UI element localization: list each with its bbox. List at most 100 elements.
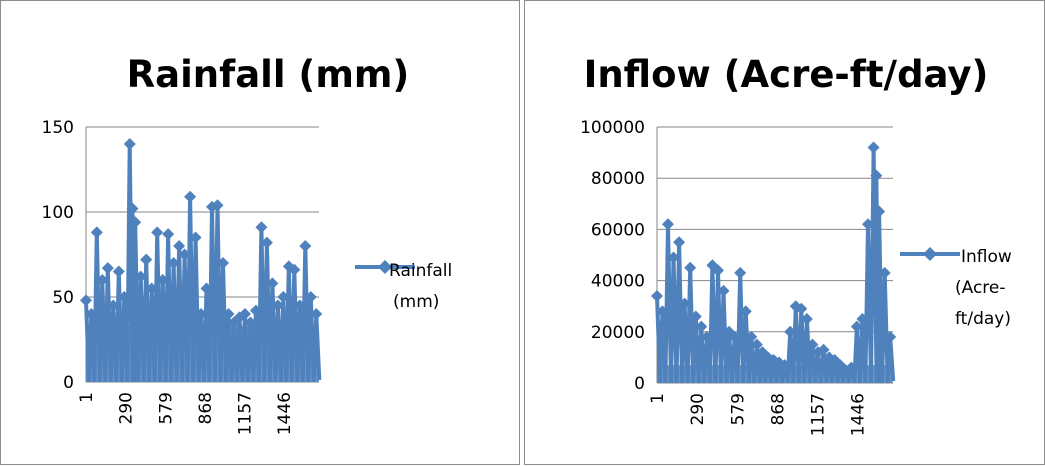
y-tick-label: 40000: [591, 272, 645, 292]
rainfall-data-point: [107, 299, 120, 312]
rainfall-data-point: [129, 216, 142, 229]
rainfall-data-point: [244, 316, 257, 329]
inflow-data-point: [784, 325, 797, 338]
y-tick-label: 100: [42, 203, 74, 223]
inflow-data-point: [717, 284, 730, 297]
x-tick-label: 1446: [849, 393, 869, 436]
x-tick-label: 1: [77, 392, 97, 403]
chart-title: Rainfall (mm): [127, 53, 410, 96]
rainfall-data-point: [217, 257, 230, 269]
legend-marker: [378, 260, 392, 274]
inflow-data-point: [728, 330, 741, 343]
rainfall-data-point: [123, 138, 136, 150]
y-tick-label: 0: [63, 373, 74, 393]
rainfall-data-point: [85, 308, 98, 320]
rainfall-data-point: [310, 308, 323, 320]
inflow-series-density: [657, 365, 893, 383]
rainfall-data-point: [238, 308, 251, 320]
legend-label: Inflow (Acre-ft/day): [955, 247, 1012, 329]
x-tick-label: 1446: [275, 392, 295, 435]
rainfall-data-point: [266, 277, 279, 290]
y-tick-label: 20000: [591, 323, 645, 343]
inflow-data-point: [817, 343, 830, 356]
inflow-data-point: [667, 251, 680, 264]
rainfall-data-point: [260, 236, 273, 249]
inflow-data-point: [806, 338, 819, 351]
inflow-data-point: [651, 289, 663, 302]
rainfall-data-point: [101, 262, 114, 275]
rainfall-data-point: [293, 299, 306, 312]
inflow-data-point: [695, 320, 708, 333]
rainfall-data-point: [96, 274, 109, 286]
inflow-data-point: [870, 169, 883, 182]
inflow-data-point: [750, 338, 763, 351]
rainfall-chart: Rainfall (mm) 0 50 100 150 1 290 579 868 1157 1446…: [42, 53, 453, 435]
inflow-data-point: [661, 218, 674, 231]
x-tick-label: 868: [196, 392, 216, 424]
y-tick-label: 50: [52, 288, 74, 308]
y-tick-label: 100000: [580, 118, 645, 138]
x-tick-label: 1157: [236, 392, 256, 435]
rainfall-data-point: [112, 265, 125, 278]
inflow-data-point: [867, 141, 880, 154]
inflow-data-point: [689, 310, 702, 323]
x-tick-label: 579: [728, 393, 748, 425]
rainfall-data-point: [195, 308, 208, 320]
rainfall-series-density: [86, 325, 319, 382]
inflow-data-point: [734, 266, 747, 279]
rainfall-data-point: [277, 291, 290, 303]
inflow-data-point: [745, 330, 758, 343]
inflow-data-point: [711, 264, 724, 277]
rainfall-data-point: [145, 282, 158, 295]
chart-title: Inflow (Acre-ft/day): [584, 53, 989, 96]
rainfall-data-point: [189, 231, 202, 244]
inflow-data-point: [656, 305, 669, 318]
legend-label: Rainfall (mm): [389, 261, 452, 312]
inflow-data-point: [789, 300, 802, 313]
inflow-data-point: [861, 218, 874, 231]
rainfall-data-point: [126, 202, 139, 215]
inflow-data-point: [739, 305, 752, 318]
y-tick-label: 150: [42, 118, 74, 138]
x-tick-label: 290: [688, 393, 708, 425]
rainfall-data-point: [80, 294, 92, 307]
y-tick-label: 80000: [591, 169, 645, 189]
x-tick-label: 1157: [809, 393, 829, 436]
inflow-chart: Inflow (Acre-ft/day) 0 20000 40000 60000 8000…: [580, 53, 1012, 436]
inflow-data-point: [850, 320, 863, 333]
inflow-data-point: [706, 259, 719, 272]
rainfall-data-point: [178, 248, 191, 261]
rainfall-data-point: [299, 240, 312, 252]
legend-marker: [923, 247, 937, 261]
rainfall-data-point: [184, 190, 197, 203]
inflow-data-point: [873, 205, 886, 218]
x-tick-label: 1: [648, 393, 668, 404]
y-tick-label: 60000: [591, 220, 645, 240]
inflow-data-point: [845, 361, 858, 374]
rainfall-data-point: [134, 270, 147, 283]
rainfall-data-point: [211, 199, 224, 212]
inflow-data-point: [678, 297, 691, 310]
inflow-data-point: [884, 330, 897, 343]
rainfall-data-point: [255, 221, 268, 234]
rainfall-data-point: [249, 304, 262, 317]
rainfall-data-point: [162, 228, 175, 241]
x-tick-label: 579: [156, 392, 176, 424]
rainfall-data-point: [167, 257, 180, 269]
inflow-data-point: [767, 353, 780, 366]
inflow-data-point: [856, 313, 869, 325]
rainfall-data-point: [118, 291, 131, 303]
rainfall-data-point: [222, 308, 235, 320]
inflow-data-point: [778, 359, 791, 372]
y-tick-label: 0: [634, 374, 645, 394]
inflow-data-point: [673, 236, 686, 249]
inflow-data-point: [878, 266, 891, 279]
rainfall-chart-panel: Rainfall (mm) 0 50 100 150 1 290 579 868 1157 1446…: [0, 0, 520, 465]
rainfall-data-point: [200, 282, 213, 295]
inflow-data-point: [800, 313, 813, 325]
inflow-data-point: [773, 356, 786, 369]
rainfall-data-point: [304, 291, 317, 303]
inflow-data-point: [795, 302, 808, 315]
rainfall-data-point: [173, 240, 186, 252]
inflow-data-point: [811, 346, 824, 359]
